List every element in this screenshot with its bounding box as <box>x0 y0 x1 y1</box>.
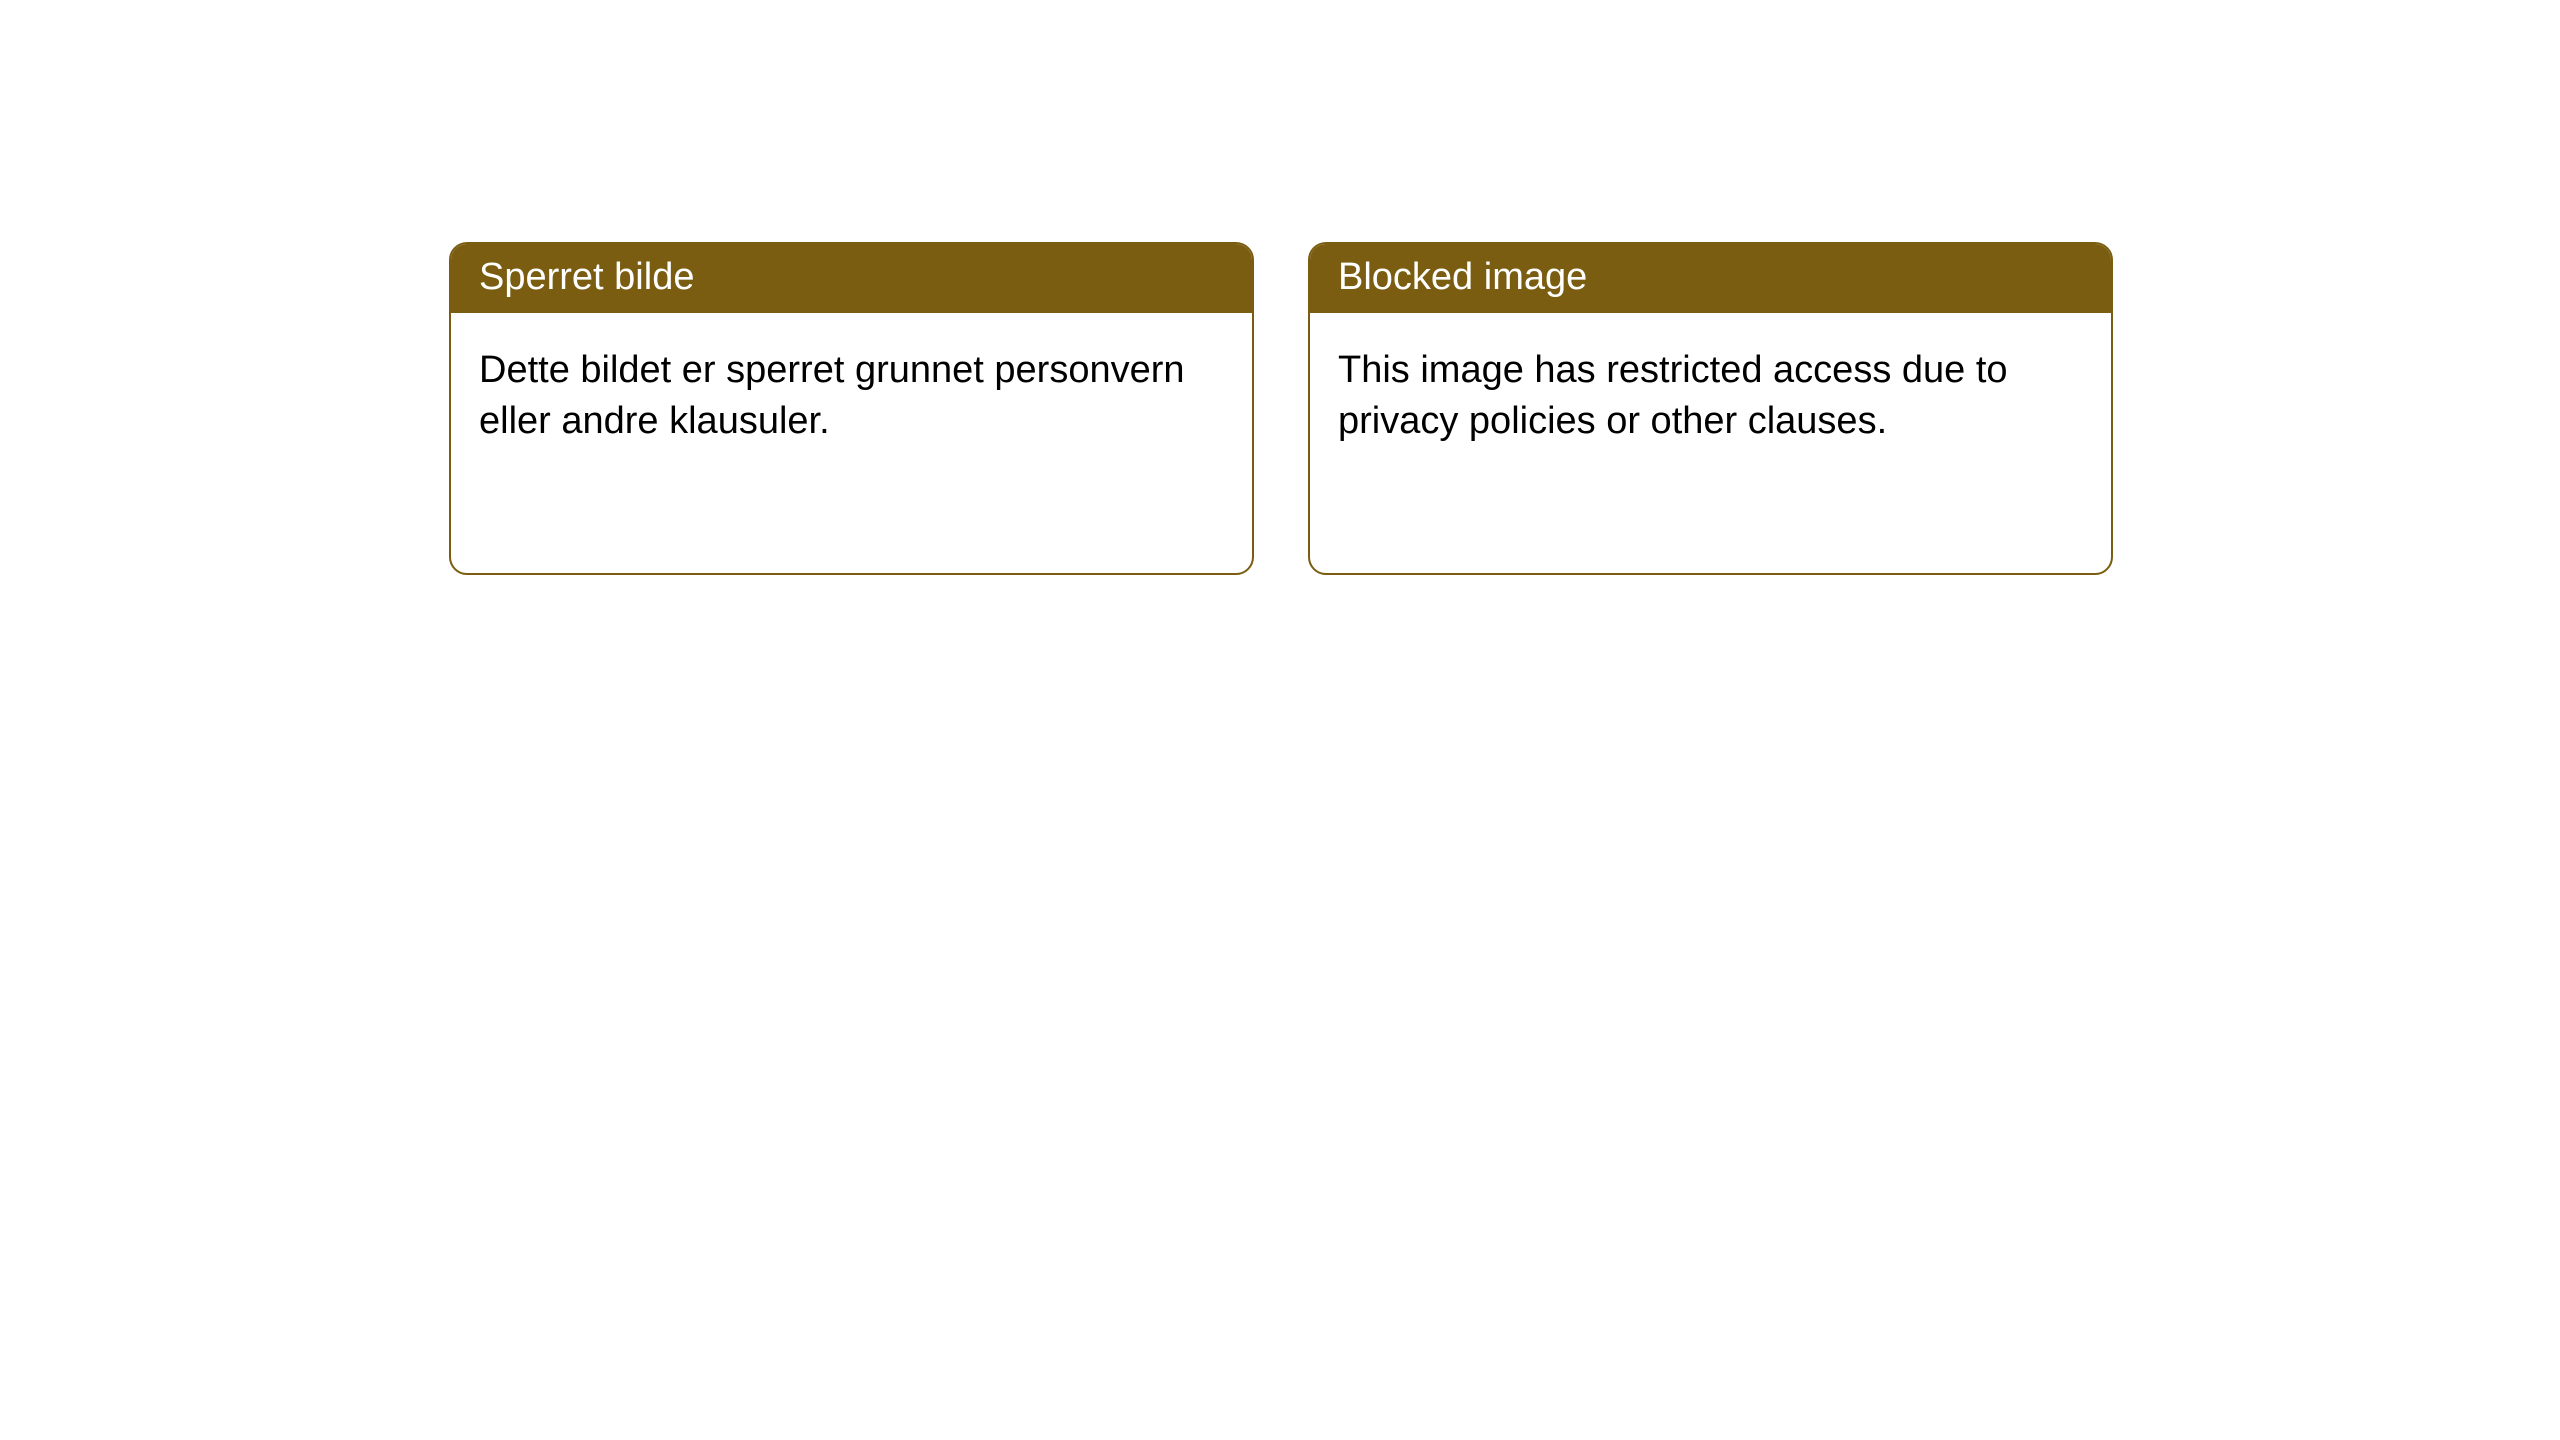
card-body: This image has restricted access due to … <box>1310 313 2111 480</box>
notice-card-norwegian: Sperret bilde Dette bildet er sperret gr… <box>449 242 1254 575</box>
card-body: Dette bildet er sperret grunnet personve… <box>451 313 1252 480</box>
card-header: Blocked image <box>1310 244 2111 313</box>
notice-cards-container: Sperret bilde Dette bildet er sperret gr… <box>449 242 2113 575</box>
notice-card-english: Blocked image This image has restricted … <box>1308 242 2113 575</box>
card-header: Sperret bilde <box>451 244 1252 313</box>
